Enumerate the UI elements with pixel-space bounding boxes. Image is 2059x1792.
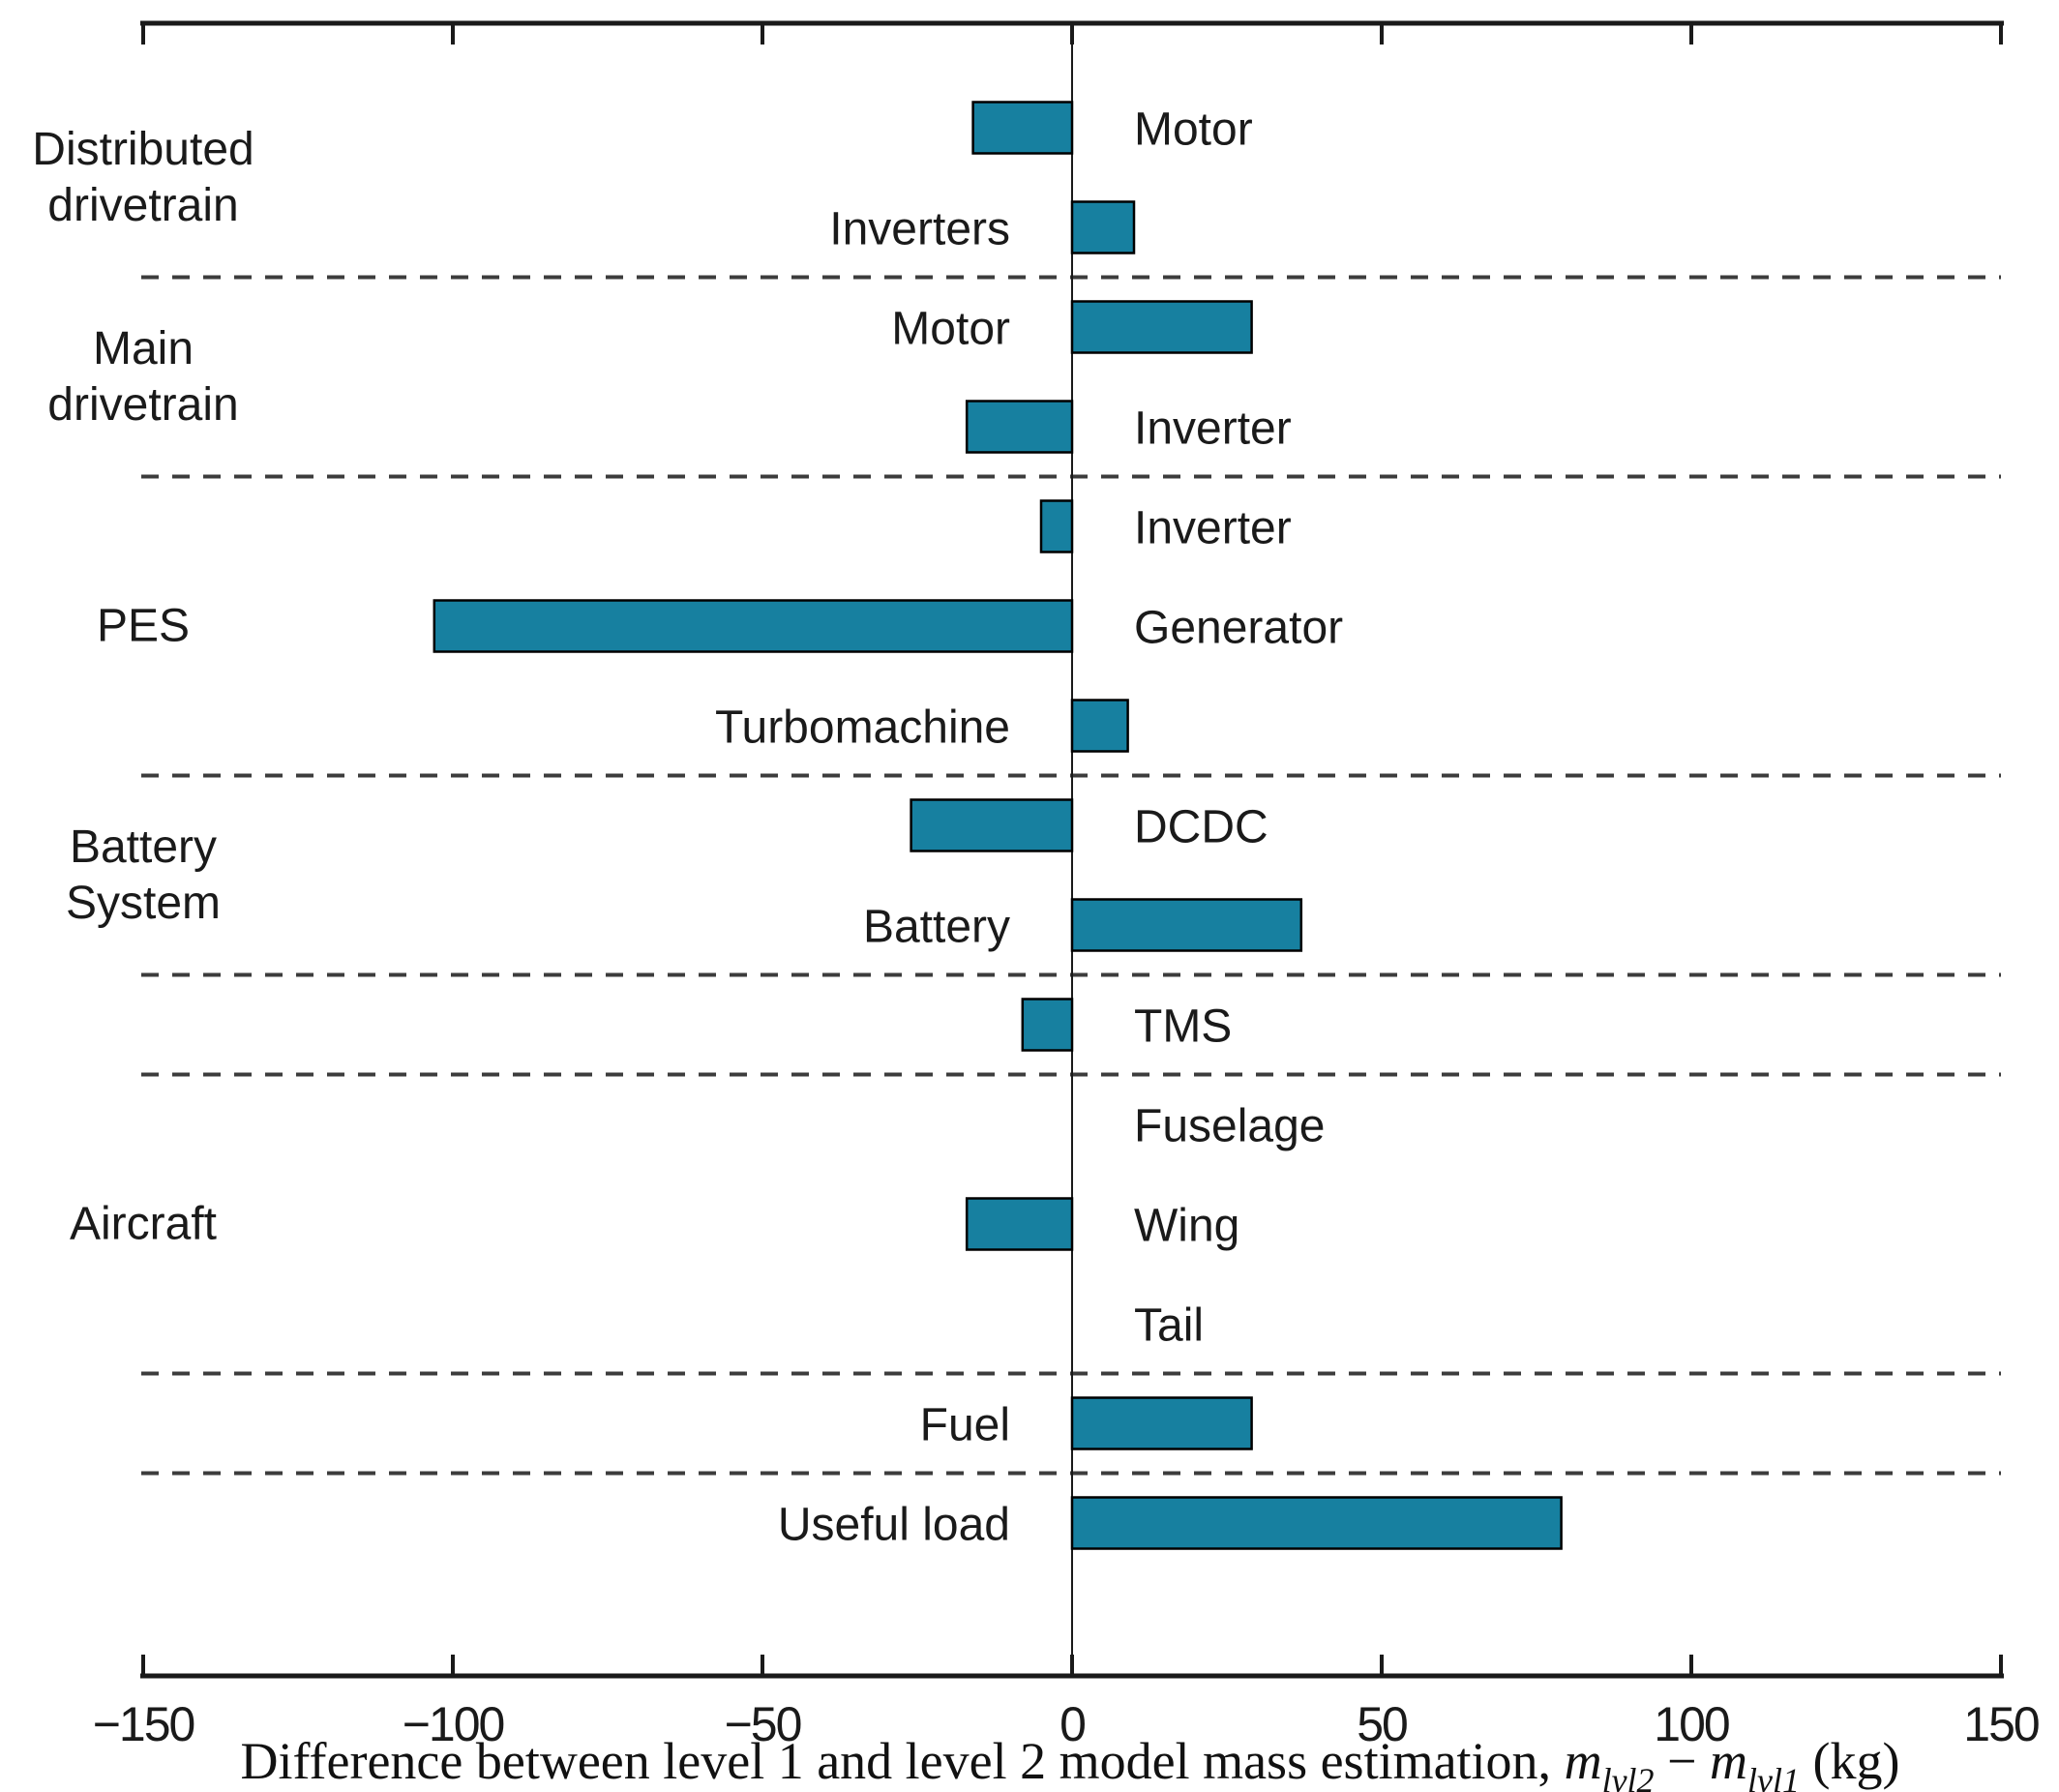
bar-wing	[965, 1197, 1074, 1251]
bar-battery	[1070, 898, 1303, 952]
bar-label-motor: Motor	[891, 304, 1010, 355]
group-label-battery-system: Battery	[70, 821, 217, 873]
bar-generator	[433, 599, 1074, 653]
bar-useful-load	[1070, 1496, 1563, 1550]
x-tick-label: 50	[1357, 1697, 1407, 1751]
bar-label-wing: Wing	[1134, 1201, 1239, 1252]
x-tick-label: 100	[1654, 1697, 1729, 1751]
bar-label-battery: Battery	[863, 902, 1010, 953]
group-label-distributed-drivetrain: Distributed	[32, 124, 254, 175]
bar-turbomachine	[1070, 699, 1129, 753]
bar-fuel	[1070, 1396, 1253, 1450]
bar-label-inverter: Inverter	[1134, 503, 1292, 554]
x-tick-label: 150	[1963, 1697, 2039, 1751]
bar-motor	[971, 101, 1074, 155]
x-tick-label: −100	[403, 1697, 504, 1751]
bar-tms	[1021, 998, 1074, 1052]
bar-label-inverters: Inverters	[829, 204, 1010, 255]
x-tick-label: −150	[93, 1697, 194, 1751]
group-label-main-drivetrain: drivetrain	[47, 379, 238, 431]
bar-label-tail: Tail	[1134, 1300, 1204, 1352]
group-label-aircraft: Aircraft	[70, 1199, 217, 1250]
bar-label-motor: Motor	[1134, 105, 1253, 156]
group-label-distributed-drivetrain: drivetrain	[47, 180, 238, 231]
x-tick-label: 0	[1059, 1697, 1085, 1751]
bar-inverters	[1070, 200, 1136, 254]
bar-label-dcdc: DCDC	[1134, 802, 1268, 853]
bar-label-fuel: Fuel	[920, 1400, 1010, 1451]
x-axis-label: Difference between level 1 and level 2 m…	[241, 1732, 1900, 1792]
bar-dcdc	[910, 798, 1074, 852]
bar-label-fuselage: Fuselage	[1134, 1101, 1325, 1152]
group-label-main-drivetrain: Main	[93, 323, 194, 374]
bar-label-turbomachine: Turbomachine	[715, 702, 1010, 754]
bar-motor	[1070, 300, 1253, 354]
bar-inverter	[965, 400, 1074, 454]
bar-label-tms: TMS	[1134, 1001, 1232, 1053]
group-label-battery-system: System	[66, 878, 221, 929]
bar-inverter	[1039, 499, 1074, 553]
bar-label-useful-load: Useful load	[778, 1500, 1010, 1551]
x-tick-label: −50	[725, 1697, 801, 1751]
group-label-pes: PES	[97, 601, 190, 652]
bar-label-generator: Generator	[1134, 603, 1343, 654]
bar-label-inverter: Inverter	[1134, 403, 1292, 455]
